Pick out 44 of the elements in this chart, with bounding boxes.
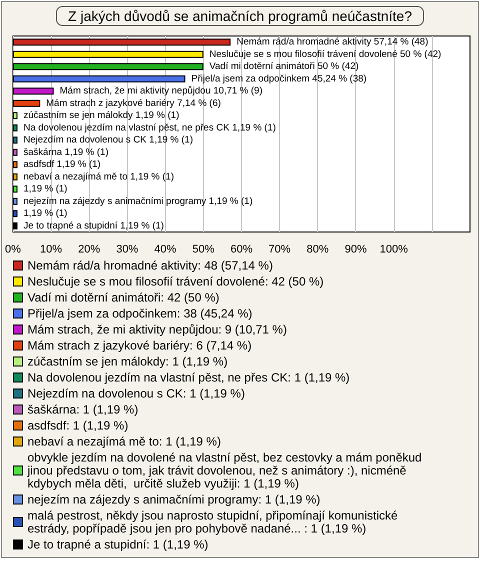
- chart-title: Z jakých důvodů se animačních programů neúčastníte?: [68, 8, 412, 24]
- data-label: Mám strach z jazykové bariéry 7,14 % (6): [46, 98, 221, 109]
- legend-label: asdfsdf: 1 (1,19 %): [28, 418, 128, 432]
- x-tick-label: 90%: [344, 244, 367, 256]
- data-label: Nemám rád/a hromadné aktivity 57,14 % (48): [236, 36, 428, 48]
- data-label: Vadí mi dotěrní animátoři 50 % (42): [209, 61, 359, 72]
- x-tick-label: 80%: [306, 244, 329, 256]
- legend-label: Je to trapné a stupidní: 1 (1,19 %): [28, 538, 208, 552]
- data-label: 1,19 % (1): [23, 208, 68, 220]
- legend-label: Mám strach z jazykové bariéry: 6 (7,14 %): [28, 338, 252, 352]
- data-label: nebaví a nezajímá mě to 1,19 % (1): [23, 171, 174, 182]
- legend-label: šaškárna: 1 (1,19 %): [28, 402, 138, 416]
- legend-label: Neslučuje se s mou filosofií trávení dovolené: 42 (50 %): [28, 274, 324, 288]
- legend-label: obvykle jezdím na dovolené na vlastní pěst, bez cestovky a mám poněkud jinou představu o tom, jak trávit dovolenou, než s animátory :), nicméně kdybych měla děti, určitě služeb využiji: 1 (1,19 %): [26, 450, 426, 490]
- legend-label: Na dovolenou jezdím na vlastní pěst, ne přes CK: 1 (1,19 %): [28, 370, 350, 384]
- data-label: Je to trapné a stupidní 1,19 % (1): [23, 220, 164, 232]
- x-tick-label: 70%: [268, 244, 291, 256]
- data-label: šaškárna 1,19 % (1): [23, 146, 108, 158]
- legend-label: Přijel/a jsem za odpočinkem: 38 (45,24 %): [28, 306, 252, 320]
- x-tick-label: 10%: [40, 244, 62, 256]
- data-label: Neslučuje se s mou filosofií trávení dovolené 50 % (42): [209, 48, 442, 60]
- data-label: Nejezdím na dovolenou s CK 1,19 % (1): [23, 134, 193, 146]
- data-label: Přijel/a jsem za odpočinkem 45,24 % (38): [191, 73, 367, 84]
- legend-label: Mám strach, že mi aktivity nepůjdou: 9 (10,71 %): [28, 322, 287, 336]
- data-label: zúčastním se jen málokdy 1,19 % (1): [23, 110, 180, 122]
- legend-label: zúčastním se jen málokdy: 1 (1,19 %): [28, 354, 228, 368]
- data-label: nejezím na zájezdy s animačními programy 1,19 % (1): [23, 196, 253, 207]
- x-tick-label: 40%: [154, 244, 177, 256]
- legend-label: Nemám rád/a hromadné aktivity: 48 (57,14 %): [28, 258, 273, 272]
- data-label: Mám strach, že mi aktivity nepůjdou 10,71 % (9): [60, 86, 263, 97]
- x-tick-label: 20%: [78, 244, 100, 256]
- x-tick-label: 0%: [4, 244, 22, 256]
- data-label: Na dovolenou jezdím na vlastní pěst, ne přes CK 1,19 % (1): [23, 122, 276, 134]
- legend-label: Vadí mi dotěrní animátoři: 42 (50 %): [28, 290, 220, 304]
- x-tick-label: 100%: [380, 244, 408, 256]
- data-label: 1,19 % (1): [23, 184, 68, 195]
- legend-label: malá pestrost, někdy jsou naprosto stupidní, připomínají komunistické estrády, popřípadě jsou jen pro pohybově nadané... : 1 (1,19 %): [28, 508, 402, 536]
- legend-label: nebaví a nezajímá mě to: 1 (1,19 %): [28, 434, 221, 448]
- x-tick-label: 60%: [230, 244, 253, 256]
- legend-label: Nejezdím na dovolenou s CK: 1 (1,19 %): [28, 386, 245, 400]
- x-tick-label: 50%: [192, 244, 215, 256]
- x-tick-label: 30%: [116, 244, 138, 256]
- legend-label: nejezím na zájezdy s animačními programy: 1 (1,19 %): [28, 492, 320, 506]
- data-label: asdfsdf 1,19 % (1): [23, 159, 101, 170]
